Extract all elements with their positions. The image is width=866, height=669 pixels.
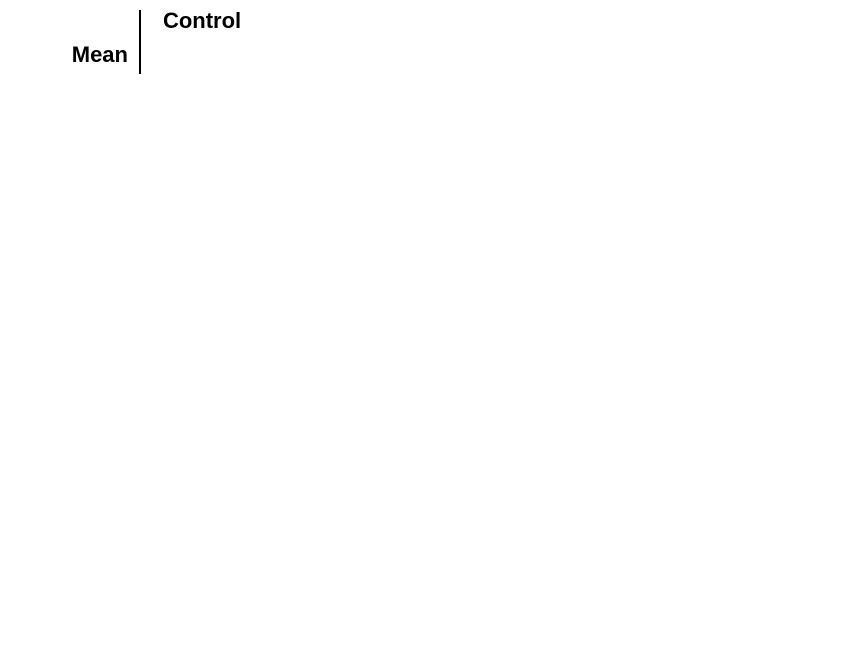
figure-container: { "canvas": { "width": 866, "height": 66… bbox=[0, 0, 866, 669]
header-group-control: Control bbox=[163, 8, 241, 33]
header-mean-label: Mean bbox=[72, 42, 128, 67]
chart-svg: Mean Control bbox=[0, 0, 866, 669]
